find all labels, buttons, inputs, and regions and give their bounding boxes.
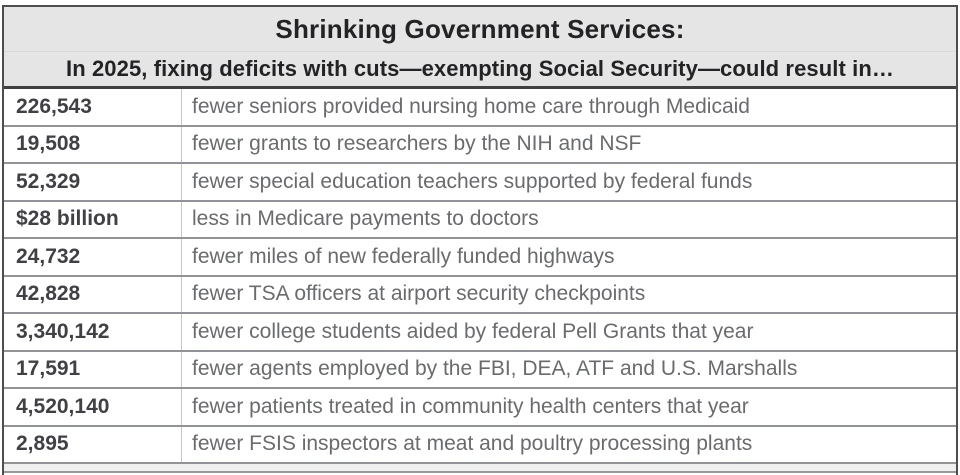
description-cell: fewer seniors provided nursing home care… bbox=[182, 89, 956, 125]
description-cell: fewer special education teachers support… bbox=[182, 164, 956, 200]
value-cell: 42,828 bbox=[4, 276, 182, 312]
row-description: fewer grants to researchers by the NIH a… bbox=[192, 132, 642, 156]
subtitle-cell: In 2025, fixing deficits with cuts—exemp… bbox=[4, 51, 956, 86]
row-value: 4,520,140 bbox=[16, 394, 110, 418]
row-description: fewer TSA officers at airport security c… bbox=[192, 282, 646, 306]
description-cell: fewer grants to researchers by the NIH a… bbox=[182, 127, 956, 163]
table-row: 226,543 fewer seniors provided nursing ho… bbox=[4, 89, 956, 127]
row-value: 52,329 bbox=[16, 169, 81, 193]
table-row: 3,340,142 fewer college students aided by… bbox=[4, 314, 956, 352]
value-cell: 4,520,140 bbox=[4, 389, 182, 425]
value-cell: 17,591 bbox=[4, 351, 182, 387]
description-cell: less in Medicare payments to doctors bbox=[182, 202, 956, 238]
row-description: fewer FSIS inspectors at meat and poultr… bbox=[192, 432, 753, 456]
table-row: 19,508 fewer grants to researchers by the… bbox=[4, 126, 956, 164]
description-cell: fewer agents employed by the FBI, DEA, A… bbox=[182, 352, 956, 388]
table-row: $28 billion less in Medicare payments to … bbox=[4, 201, 956, 239]
row-description: fewer patients treated in community heal… bbox=[192, 394, 749, 418]
row-description: fewer miles of new federally funded high… bbox=[192, 244, 615, 268]
table-title: Shrinking Government Services: bbox=[275, 13, 685, 44]
row-value: 42,828 bbox=[16, 282, 81, 306]
value-cell: 2,895 bbox=[4, 426, 182, 462]
row-value: 3,340,142 bbox=[16, 319, 110, 343]
table-row: 52,329 fewer special education teachers s… bbox=[4, 164, 956, 202]
table-body: 226,543 fewer seniors provided nursing ho… bbox=[4, 89, 956, 464]
row-value: 17,591 bbox=[16, 357, 81, 381]
table-row: 17,591 fewer agents employed by the FBI, … bbox=[4, 351, 956, 389]
value-cell: 3,340,142 bbox=[4, 314, 182, 350]
description-cell: fewer college students aided by federal … bbox=[182, 314, 956, 350]
description-cell: fewer patients treated in community heal… bbox=[182, 389, 956, 425]
row-description: less in Medicare payments to doctors bbox=[192, 207, 539, 231]
row-value: 24,732 bbox=[16, 244, 81, 268]
value-cell: 19,508 bbox=[4, 126, 182, 162]
row-value: 2,895 bbox=[16, 432, 69, 456]
next-section-strip bbox=[4, 464, 956, 473]
table-row: 24,732 fewer miles of new federally funde… bbox=[4, 239, 956, 277]
row-value: 19,508 bbox=[16, 132, 81, 156]
table-row: 4,520,140 fewer patients treated in commu… bbox=[4, 389, 956, 427]
description-cell: fewer FSIS inspectors at meat and poultr… bbox=[182, 427, 956, 463]
table-row: 42,828 fewer TSA officers at airport secu… bbox=[4, 276, 956, 314]
table-subtitle: In 2025, fixing deficits with cuts—exemp… bbox=[66, 56, 894, 81]
description-cell: fewer miles of new federally funded high… bbox=[182, 239, 956, 275]
row-value: $28 billion bbox=[16, 207, 119, 231]
description-cell: fewer TSA officers at airport security c… bbox=[182, 277, 956, 313]
row-description: fewer special education teachers support… bbox=[192, 169, 753, 193]
title-cell: Shrinking Government Services: bbox=[4, 7, 956, 51]
row-description: fewer college students aided by federal … bbox=[192, 319, 754, 343]
value-cell: $28 billion bbox=[4, 201, 182, 237]
table-row: 2,895 fewer FSIS inspectors at meat and p… bbox=[4, 426, 956, 464]
row-value: 226,543 bbox=[16, 94, 92, 118]
services-table: Shrinking Government Services: In 2025, … bbox=[2, 5, 958, 475]
row-description: fewer seniors provided nursing home care… bbox=[192, 94, 750, 118]
row-description: fewer agents employed by the FBI, DEA, A… bbox=[192, 357, 798, 381]
value-cell: 24,732 bbox=[4, 239, 182, 275]
table-header: Shrinking Government Services: In 2025, … bbox=[4, 7, 956, 89]
value-cell: 52,329 bbox=[4, 164, 182, 200]
value-cell: 226,543 bbox=[4, 89, 182, 125]
